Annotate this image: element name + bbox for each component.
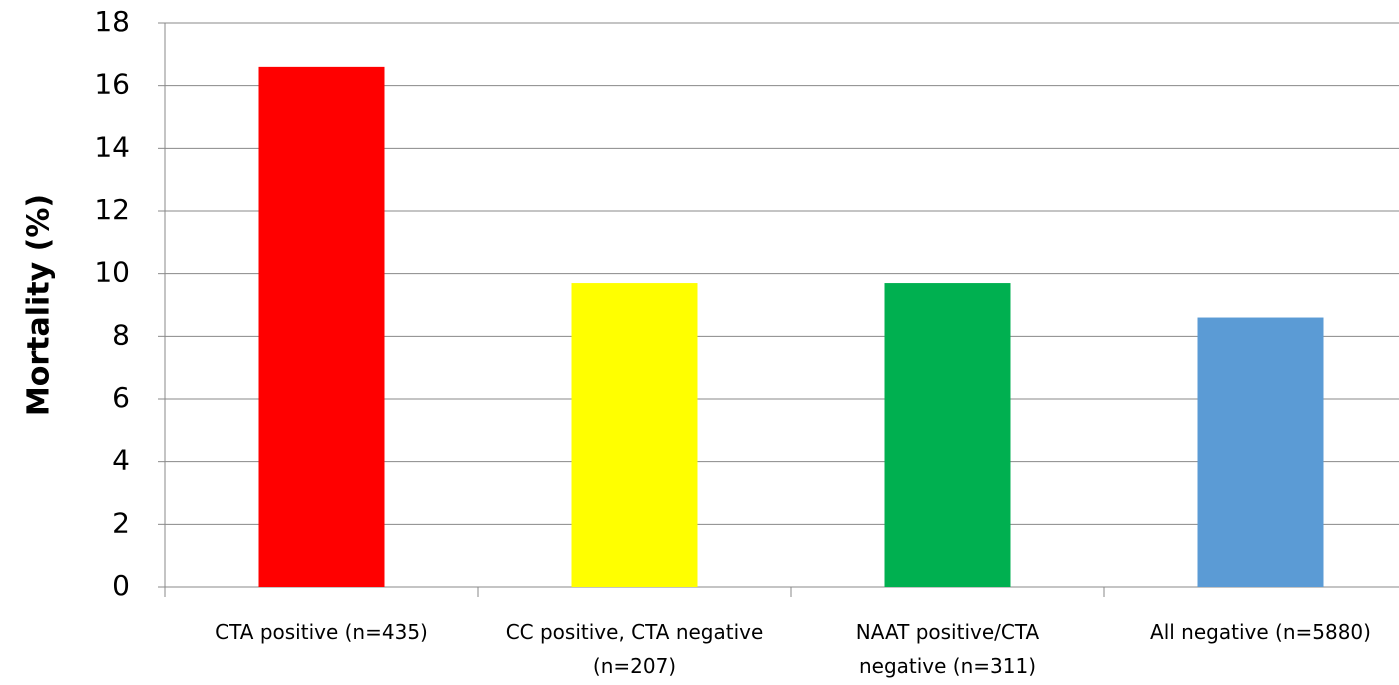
bar: [258, 66, 385, 587]
y-tick-label: 10: [94, 256, 130, 289]
bar: [571, 283, 698, 587]
y-tick-label: 0: [112, 569, 130, 602]
y-tick-label: 12: [94, 193, 130, 226]
y-tick-label: 14: [94, 130, 130, 163]
x-tick-label: All negative (n=5880): [1150, 620, 1371, 644]
y-tick-label: 8: [112, 318, 130, 351]
y-tick-label: 16: [94, 68, 130, 101]
y-tick-label: 18: [94, 5, 130, 38]
y-axis-label: Mortality (%): [22, 194, 57, 416]
y-tick-label: 6: [112, 381, 130, 414]
bar: [1197, 317, 1324, 587]
x-tick-label: CTA positive (n=435): [215, 620, 428, 644]
y-tick-label: 2: [112, 506, 130, 539]
x-tick-label: CC positive, CTA negative (n=207): [505, 620, 764, 678]
x-tick-label: NAAT positive/CTA negative (n=311): [855, 620, 1040, 678]
bar: [884, 283, 1011, 587]
y-tick-label: 4: [112, 444, 130, 477]
